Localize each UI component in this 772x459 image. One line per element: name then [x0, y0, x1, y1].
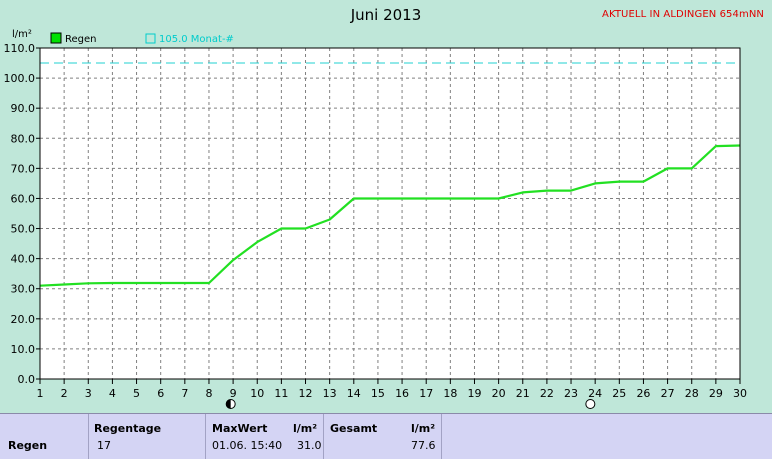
- legend-label-regen: Regen: [65, 34, 97, 45]
- chart-title: Juni 2013: [350, 6, 422, 24]
- x-tick-label: 27: [661, 387, 675, 400]
- summary-table: Regen Regentage 17 MaxWert l/m² 01.06. 1…: [0, 413, 772, 459]
- x-tick-label: 29: [709, 387, 723, 400]
- x-tick-label: 24: [588, 387, 602, 400]
- plot-border: [39, 47, 741, 380]
- y-tick-label: 60.0: [11, 192, 36, 205]
- y-tick-label: 80.0: [11, 132, 36, 145]
- x-tick-label: 17: [419, 387, 433, 400]
- legend-marker-monat: [145, 33, 156, 44]
- x-tick-label: 19: [467, 387, 481, 400]
- full-moon-icon: [585, 399, 596, 409]
- x-tick-label: 4: [109, 387, 116, 400]
- x-tick-label: 30: [733, 387, 747, 400]
- y-tick-label: 50.0: [11, 223, 36, 236]
- y-axis-unit: l/m²: [12, 29, 32, 40]
- legend-marker-regen: [50, 32, 62, 44]
- gesamt-unit: l/m²: [411, 422, 436, 435]
- x-tick-label: 28: [685, 387, 699, 400]
- row-label: Regen: [8, 439, 48, 452]
- x-tick-label: 14: [347, 387, 361, 400]
- gesamt-value: 77.6: [411, 439, 436, 452]
- rainfall-chart: 0.0 10.0 20.0 30.0 40.0 50.0 60.0 70.0 80.0 90.0 1…: [4, 29, 747, 409]
- x-tick-label: 8: [205, 387, 212, 400]
- series-line-regen: [39, 144, 741, 287]
- x-tick-label: 23: [564, 387, 578, 400]
- maxwert-cell: MaxWert l/m² 01.06. 15:40 31.0: [205, 414, 324, 459]
- x-tick-label: 6: [157, 387, 164, 400]
- y-tick-label: 90.0: [11, 102, 36, 115]
- x-tick-label: 9: [230, 387, 237, 400]
- row-label-cell: Regen: [0, 414, 89, 459]
- x-tick-label: 11: [274, 387, 288, 400]
- x-tick-label: 21: [516, 387, 530, 400]
- y-tick-label: 100.0: [4, 72, 36, 85]
- y-tick-label: 70.0: [11, 162, 36, 175]
- x-tick-label: 20: [492, 387, 506, 400]
- y-tick-label: 0.0: [18, 373, 36, 386]
- regentage-cell: Regentage 17: [88, 414, 206, 459]
- y-tick-label: 40.0: [11, 253, 36, 266]
- plot-area: [40, 48, 740, 379]
- maxwert-header: MaxWert: [212, 422, 268, 435]
- x-tick-label: 22: [540, 387, 554, 400]
- gesamt-header: Gesamt: [330, 422, 378, 435]
- x-tick-label: 1: [37, 387, 44, 400]
- maxwert-date: 01.06. 15:40: [212, 439, 283, 452]
- x-tick-label: 13: [323, 387, 337, 400]
- y-tick-label: 20.0: [11, 313, 36, 326]
- x-tick-label: 15: [371, 387, 385, 400]
- legend-label-monat: 105.0 Monat-#: [159, 34, 234, 45]
- station-alert: AKTUELL IN ALDINGEN 654mNN: [602, 9, 764, 20]
- y-tick-label: 30.0: [11, 283, 36, 296]
- y-tick-label: 10.0: [11, 343, 36, 356]
- x-tick-label: 3: [85, 387, 92, 400]
- x-tick-label: 16: [395, 387, 409, 400]
- regentage-header: Regentage: [94, 422, 162, 435]
- x-tick-label: 2: [61, 387, 68, 400]
- half-moon-shade: [226, 399, 231, 409]
- maxwert-unit: l/m²: [293, 422, 318, 435]
- x-tick-label: 25: [612, 387, 626, 400]
- x-tick-label: 7: [181, 387, 188, 400]
- regentage-value: 17: [97, 439, 111, 452]
- x-tick-label: 10: [250, 387, 264, 400]
- x-tick-label: 26: [636, 387, 650, 400]
- gesamt-cell: Gesamt l/m² 77.6: [323, 414, 442, 459]
- maxwert-value: 31.0: [297, 439, 322, 452]
- x-tick-label: 5: [133, 387, 140, 400]
- x-tick-label: 12: [299, 387, 313, 400]
- y-tick-label: 110.0: [4, 42, 36, 55]
- x-tick-label: 18: [443, 387, 457, 400]
